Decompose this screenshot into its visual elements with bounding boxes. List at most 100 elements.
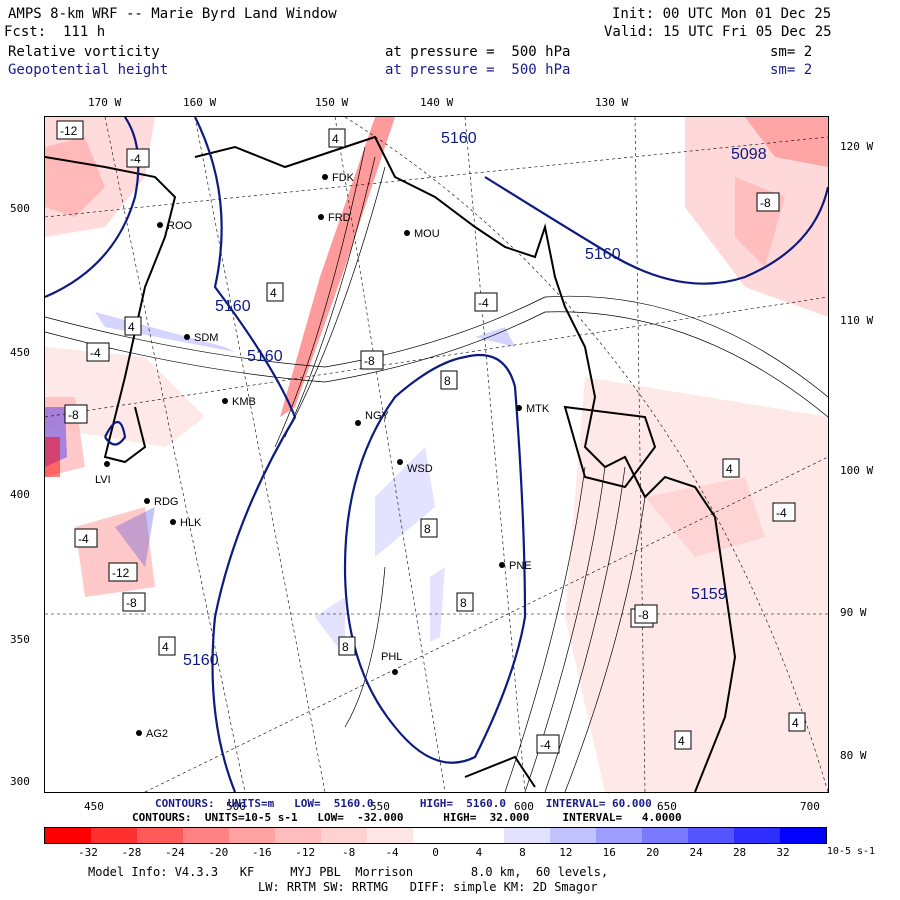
height-label: 5160 bbox=[215, 298, 251, 315]
model-info-2: LW: RRTM SW: RRTMG DIFF: simple KM: 2D S… bbox=[258, 880, 598, 894]
lon-label-right: 120 W bbox=[840, 140, 874, 153]
height-label: 5160 bbox=[441, 130, 477, 147]
vort-label: -4 bbox=[90, 346, 101, 360]
height-label: 5098 bbox=[731, 146, 767, 163]
colorbar-tick-label: -8 bbox=[342, 846, 356, 859]
x-axis-label: 550 bbox=[370, 800, 390, 813]
x-axis-label: 600 bbox=[514, 800, 534, 813]
colorbar-tick-label: 12 bbox=[559, 846, 573, 859]
colorbar-segment bbox=[596, 828, 643, 843]
vort-label: 8 bbox=[460, 596, 467, 610]
colorbar bbox=[44, 827, 827, 844]
forecast-hour: Fcst: 111 h bbox=[4, 24, 106, 40]
station-label: PNE bbox=[509, 560, 532, 572]
model-info: Model Info: V4.3.3 KF MYJ PBL Morrison 8… bbox=[88, 865, 609, 879]
vorticity-contour-info: CONTOURS: UNITS=10-5 s-1 LOW= -32.000 HI… bbox=[132, 811, 682, 824]
station-label: NGY bbox=[365, 410, 390, 422]
colorbar-segment bbox=[182, 828, 229, 843]
vort-label: -12 bbox=[112, 566, 130, 580]
vort-label: -8 bbox=[760, 196, 771, 210]
field1-name: Relative vorticity bbox=[8, 44, 160, 60]
vort-label: -8 bbox=[364, 354, 375, 368]
vort-label: 4 bbox=[726, 462, 733, 476]
station-label: SDM bbox=[194, 332, 218, 344]
colorbar-segment bbox=[228, 828, 275, 843]
station-label: WSD bbox=[407, 463, 433, 475]
colorbar-units: 10-5 s-1 bbox=[826, 846, 876, 857]
vorticity-contours bbox=[45, 146, 828, 792]
vort-label: 4 bbox=[128, 320, 135, 334]
vort-label: 4 bbox=[792, 716, 799, 730]
colorbar-tick-label: 16 bbox=[602, 846, 616, 859]
colorbar-segment bbox=[642, 828, 689, 843]
vort-label: 8 bbox=[444, 374, 451, 388]
station-label: MTK bbox=[526, 403, 550, 415]
colorbar-segment bbox=[734, 828, 780, 843]
colorbar-tick-label: -12 bbox=[295, 846, 316, 859]
field2-name: Geopotential height bbox=[8, 62, 169, 78]
height-contours bbox=[45, 117, 828, 792]
colorbar-segment bbox=[136, 828, 183, 843]
colorbar-segment bbox=[320, 828, 367, 843]
colorbar-tick-label: -16 bbox=[251, 846, 272, 859]
lon-label-right: 80 W bbox=[840, 749, 867, 762]
vort-label: 4 bbox=[678, 734, 685, 748]
station-label: KMB bbox=[232, 396, 256, 408]
station-label: FDK bbox=[332, 172, 355, 184]
station-markers bbox=[104, 174, 522, 736]
colorbar-segment bbox=[366, 828, 413, 843]
colorbar-segment bbox=[412, 828, 459, 843]
colorbar-tick-label: -32 bbox=[78, 846, 98, 859]
colorbar-tick-label: 24 bbox=[689, 846, 703, 859]
vort-label: -4 bbox=[130, 152, 141, 166]
station-label: LVI bbox=[95, 474, 111, 486]
station-label: FRD bbox=[328, 212, 351, 224]
vort-label: -4 bbox=[540, 738, 551, 752]
station-label: AG2 bbox=[146, 728, 168, 740]
x-axis-label: 500 bbox=[226, 800, 246, 813]
lon-label-top: 150 W bbox=[315, 96, 349, 109]
height-label: 5160 bbox=[183, 652, 219, 669]
y-axis-label: 400 bbox=[10, 488, 30, 501]
height-label: 5160 bbox=[585, 246, 621, 263]
colorbar-segment bbox=[274, 828, 321, 843]
map-title: AMPS 8-km WRF -- Marie Byrd Land Window bbox=[8, 6, 337, 22]
colorbar-tick-label: -24 bbox=[164, 846, 185, 859]
valid-time: Valid: 15 UTC Fri 05 Dec 25 bbox=[604, 24, 832, 40]
vorticity-shading bbox=[45, 117, 828, 792]
y-axis-label: 450 bbox=[10, 346, 30, 359]
station-label: ROO bbox=[167, 220, 193, 232]
lon-label-top: 130 W bbox=[595, 96, 629, 109]
vort-label: 4 bbox=[332, 132, 339, 146]
station-label: PHL bbox=[381, 651, 402, 663]
lon-label-right: 90 W bbox=[840, 606, 867, 619]
colorbar-tick-label: 0 bbox=[432, 846, 439, 859]
graticule bbox=[45, 117, 828, 792]
field2-smoothing: sm= 2 bbox=[770, 62, 813, 78]
colorbar-tick-label: 4 bbox=[475, 846, 483, 859]
x-axis-label: 450 bbox=[84, 800, 104, 813]
vort-label: 8 bbox=[342, 640, 349, 654]
y-axis-label: 350 bbox=[10, 633, 30, 646]
vort-label: -8 bbox=[68, 408, 79, 422]
colorbar-tick-label: 32 bbox=[776, 846, 790, 859]
vort-label: -8 bbox=[126, 596, 137, 610]
colorbar-tick-label: -20 bbox=[208, 846, 229, 859]
y-axis-label: 300 bbox=[10, 775, 30, 788]
lon-label-top: 160 W bbox=[183, 96, 217, 109]
map-canvas: FDK FRD MOU ROO SDM KMB NGY MTK WSD LVI … bbox=[45, 117, 828, 792]
vort-label: 8 bbox=[424, 522, 431, 536]
y-axis-label: 500 bbox=[10, 202, 30, 215]
height-label: 5159 bbox=[691, 586, 727, 603]
colorbar-segment bbox=[550, 828, 597, 843]
colorbar-tick-label: -4 bbox=[385, 846, 399, 859]
map-panel: FDK FRD MOU ROO SDM KMB NGY MTK WSD LVI … bbox=[44, 116, 829, 793]
height-contour-info: CONTOURS: UNITS=m LOW= 5160.0 HIGH= 5160… bbox=[155, 797, 652, 810]
colorbar-tick-label: -28 bbox=[121, 846, 142, 859]
lon-label-top: 140 W bbox=[420, 96, 454, 109]
station-label: MOU bbox=[414, 228, 440, 240]
lon-label-right: 100 W bbox=[840, 464, 874, 477]
vort-label: -8 bbox=[638, 608, 649, 622]
colorbar-segment bbox=[780, 828, 826, 843]
colorbar-segment bbox=[504, 828, 551, 843]
